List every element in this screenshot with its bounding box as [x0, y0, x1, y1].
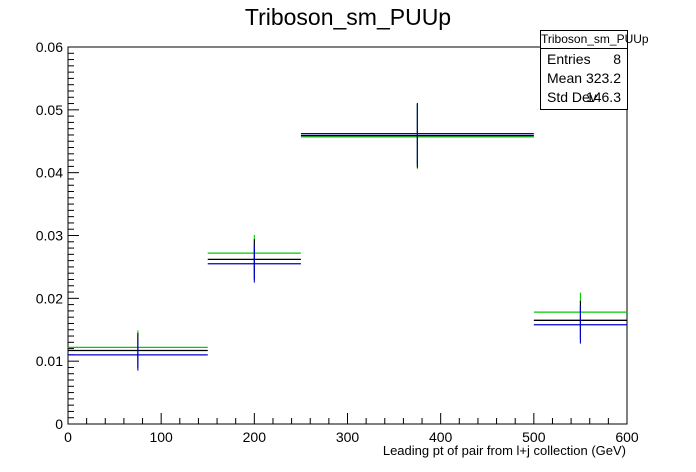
y-tick-label: 0 — [55, 416, 63, 432]
chart-title: Triboson_sm_PUUp — [244, 4, 452, 30]
x-tick-label: 0 — [64, 429, 72, 445]
stats-label: Std Dev — [547, 89, 597, 105]
y-tick-label: 0.05 — [36, 102, 63, 118]
stats-row-mean: Mean 323.2 — [547, 69, 621, 88]
x-tick-label: 400 — [429, 429, 453, 445]
stats-label: Mean — [547, 70, 583, 86]
stats-row-stddev: Std Dev 146.3 — [547, 88, 621, 107]
x-tick-label: 600 — [615, 429, 639, 445]
x-tick-label: 100 — [149, 429, 173, 445]
y-tick-label: 0.06 — [36, 39, 63, 55]
stats-box: Triboson_sm_PUUp Entries 8 Mean 323.2 St… — [540, 30, 649, 110]
stats-label: Entries — [547, 51, 591, 67]
x-tick-label: 300 — [336, 429, 360, 445]
x-tick-label: 500 — [522, 429, 546, 445]
y-tick-label: 0.03 — [36, 228, 63, 244]
y-tick-label: 0.01 — [36, 353, 63, 369]
stats-box-title: Triboson_sm_PUUp — [541, 31, 649, 49]
stats-value: 146.3 — [585, 89, 621, 105]
x-tick-label: 200 — [243, 429, 267, 445]
stats-value: 8 — [613, 51, 621, 67]
stats-value: 323.2 — [585, 70, 621, 86]
stats-row-entries: Entries 8 — [547, 50, 621, 69]
x-axis-label: Leading pt of pair from l+j collection (… — [382, 443, 626, 458]
y-tick-label: 0.04 — [36, 165, 63, 181]
y-tick-label: 0.02 — [36, 290, 63, 306]
